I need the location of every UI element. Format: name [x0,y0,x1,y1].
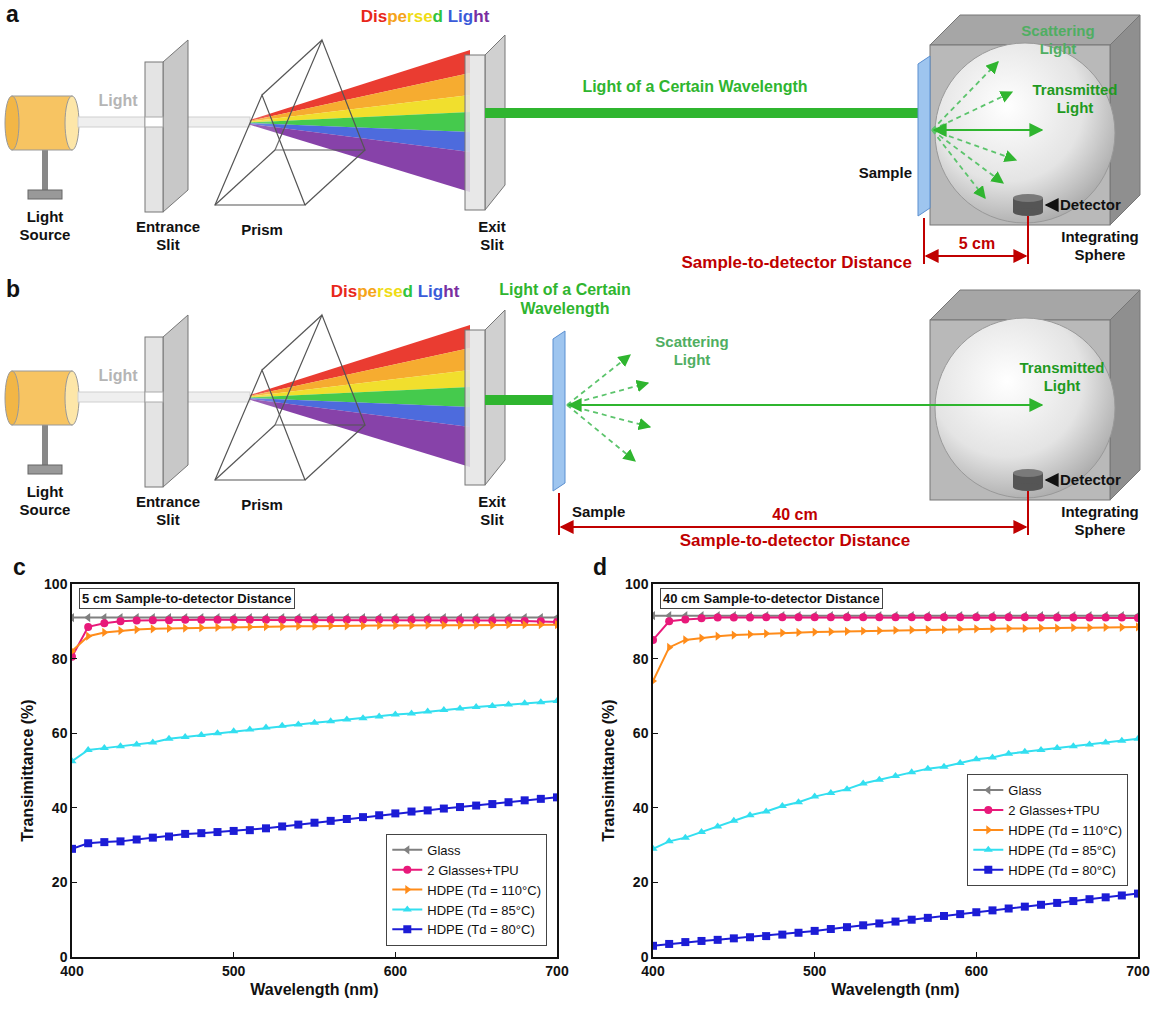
svg-text:Sample-to-detector Distance: Sample-to-detector Distance [680,531,911,550]
svg-text:5 cm: 5 cm [959,235,995,252]
svg-text:2 Glasses+TPU: 2 Glasses+TPU [427,863,518,878]
svg-text:c: c [13,554,26,580]
svg-text:Transimittance (%): Transimittance (%) [19,699,36,841]
svg-text:ExitSlit: ExitSlit [478,493,506,528]
svg-text:TransmittedLight: TransmittedLight [1019,359,1104,394]
svg-text:Wavelength (nm): Wavelength (nm) [250,981,378,998]
svg-text:LightSource: LightSource [20,483,71,518]
svg-text:20: 20 [52,874,68,890]
svg-text:500: 500 [803,963,827,979]
svg-text:Dispersed Light: Dispersed Light [331,282,460,301]
svg-text:600: 600 [965,963,989,979]
svg-text:Transimittance (%): Transimittance (%) [600,699,617,841]
svg-text:500: 500 [222,963,246,979]
svg-text:Wavelength (nm): Wavelength (nm) [831,981,959,998]
svg-text:40: 40 [52,800,68,816]
svg-text:HDPE (Td = 110°C): HDPE (Td = 110°C) [1008,823,1122,838]
svg-text:TransmittedLight: TransmittedLight [1032,81,1117,116]
svg-text:Glass: Glass [427,843,461,858]
svg-text:HDPE (Td = 85°C): HDPE (Td = 85°C) [1008,843,1115,858]
svg-text:a: a [6,1,19,27]
svg-text:700: 700 [545,963,569,979]
svg-text:Sample-to-detector Distance: Sample-to-detector Distance [682,253,913,272]
svg-text:400: 400 [60,963,84,979]
svg-text:Detector: Detector [1060,196,1121,213]
svg-text:Prism: Prism [241,496,283,513]
svg-text:ScatteringLight: ScatteringLight [1021,22,1094,57]
svg-text:Light: Light [98,367,138,384]
svg-text:40 cm: 40 cm [772,506,817,523]
svg-text:d: d [593,554,607,580]
svg-text:Detector: Detector [1060,471,1121,488]
svg-text:Light of a CertainWavelength: Light of a CertainWavelength [499,281,631,317]
svg-text:HDPE (Td = 80°C): HDPE (Td = 80°C) [427,922,534,937]
svg-text:100: 100 [625,576,649,592]
svg-text:100: 100 [44,576,68,592]
svg-text:600: 600 [384,963,408,979]
svg-text:Prism: Prism [241,221,283,238]
svg-text:60: 60 [52,725,68,741]
svg-text:HDPE (Td = 85°C): HDPE (Td = 85°C) [427,903,534,918]
svg-text:HDPE (Td = 80°C): HDPE (Td = 80°C) [1008,863,1115,878]
svg-text:IntegratingSphere: IntegratingSphere [1061,503,1139,538]
svg-text:40: 40 [633,800,649,816]
svg-text:40 cm Sample-to-detector Dista: 40 cm Sample-to-detector Distance [663,591,880,606]
svg-text:LightSource: LightSource [20,208,71,243]
svg-text:HDPE (Td = 110°C): HDPE (Td = 110°C) [427,883,541,898]
svg-text:Glass: Glass [1008,783,1042,798]
svg-text:Sample: Sample [859,164,912,181]
svg-text:EntranceSlit: EntranceSlit [136,218,200,253]
svg-text:0: 0 [60,949,68,965]
svg-text:2 Glasses+TPU: 2 Glasses+TPU [1008,803,1099,818]
svg-text:EntranceSlit: EntranceSlit [136,493,200,528]
svg-text:20: 20 [633,874,649,890]
svg-text:700: 700 [1126,963,1150,979]
svg-text:80: 80 [633,651,649,667]
svg-text:Light: Light [98,92,138,109]
svg-text:ScatteringLight: ScatteringLight [655,333,728,368]
svg-text:IntegratingSphere: IntegratingSphere [1061,228,1139,263]
svg-text:Light of a Certain Wavelength: Light of a Certain Wavelength [582,78,807,95]
svg-text:ExitSlit: ExitSlit [478,218,506,253]
svg-text:0: 0 [641,949,649,965]
svg-text:b: b [6,276,20,302]
svg-text:Sample: Sample [572,503,625,520]
svg-text:Dispersed Light: Dispersed Light [361,7,490,26]
svg-text:400: 400 [641,963,665,979]
svg-text:80: 80 [52,651,68,667]
svg-text:60: 60 [633,725,649,741]
svg-text:5 cm Sample-to-detector Distan: 5 cm Sample-to-detector Distance [82,591,292,606]
